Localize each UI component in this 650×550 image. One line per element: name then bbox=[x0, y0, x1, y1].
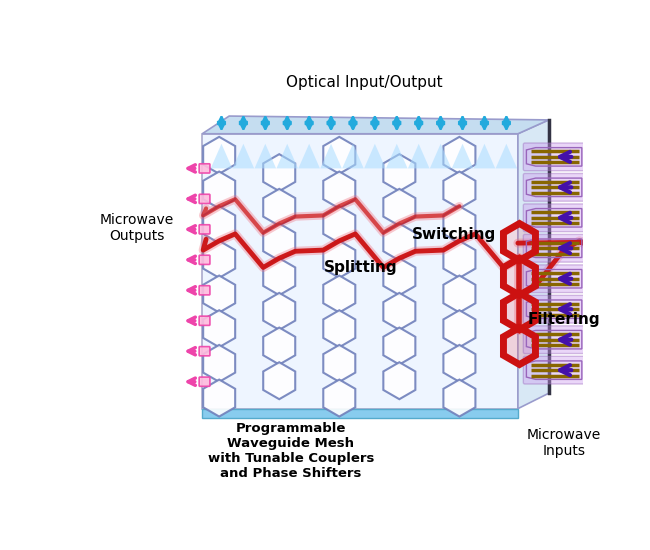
FancyBboxPatch shape bbox=[523, 265, 588, 293]
Polygon shape bbox=[443, 345, 475, 382]
Polygon shape bbox=[443, 276, 475, 312]
Polygon shape bbox=[504, 258, 536, 295]
Polygon shape bbox=[323, 310, 356, 347]
Polygon shape bbox=[443, 172, 475, 208]
Polygon shape bbox=[263, 258, 295, 295]
FancyBboxPatch shape bbox=[523, 204, 588, 232]
Polygon shape bbox=[386, 144, 408, 168]
FancyBboxPatch shape bbox=[523, 326, 588, 354]
Polygon shape bbox=[443, 137, 475, 174]
FancyBboxPatch shape bbox=[199, 346, 210, 356]
Polygon shape bbox=[384, 154, 415, 191]
Polygon shape bbox=[255, 144, 276, 168]
Polygon shape bbox=[203, 172, 235, 208]
FancyBboxPatch shape bbox=[523, 173, 588, 201]
Polygon shape bbox=[233, 144, 254, 168]
Polygon shape bbox=[430, 144, 451, 168]
Polygon shape bbox=[364, 144, 385, 168]
FancyBboxPatch shape bbox=[199, 194, 210, 204]
Polygon shape bbox=[443, 241, 475, 278]
Polygon shape bbox=[518, 120, 549, 409]
Polygon shape bbox=[384, 293, 415, 330]
Polygon shape bbox=[203, 137, 235, 174]
Polygon shape bbox=[202, 409, 518, 418]
FancyBboxPatch shape bbox=[523, 356, 588, 384]
Text: Filtering: Filtering bbox=[527, 311, 600, 327]
Polygon shape bbox=[384, 328, 415, 365]
Polygon shape bbox=[323, 172, 356, 208]
Text: Optical Input/Output: Optical Input/Output bbox=[285, 75, 442, 90]
FancyBboxPatch shape bbox=[523, 295, 588, 323]
Polygon shape bbox=[384, 223, 415, 261]
Polygon shape bbox=[323, 137, 356, 174]
Polygon shape bbox=[202, 116, 549, 134]
Text: Splitting: Splitting bbox=[324, 260, 398, 274]
Polygon shape bbox=[263, 154, 295, 191]
Polygon shape bbox=[323, 379, 356, 416]
FancyBboxPatch shape bbox=[199, 255, 210, 265]
Polygon shape bbox=[263, 293, 295, 330]
Polygon shape bbox=[203, 345, 235, 382]
Polygon shape bbox=[342, 144, 364, 168]
Text: Programmable
Waveguide Mesh
with Tunable Couplers
and Phase Shifters: Programmable Waveguide Mesh with Tunable… bbox=[207, 422, 374, 480]
FancyBboxPatch shape bbox=[199, 225, 210, 234]
Polygon shape bbox=[203, 241, 235, 278]
Polygon shape bbox=[443, 310, 475, 347]
FancyBboxPatch shape bbox=[523, 234, 588, 262]
Polygon shape bbox=[203, 379, 235, 416]
Text: Switching: Switching bbox=[412, 227, 497, 242]
Polygon shape bbox=[298, 144, 320, 168]
Polygon shape bbox=[211, 144, 232, 168]
Polygon shape bbox=[504, 328, 536, 365]
Polygon shape bbox=[443, 206, 475, 243]
FancyBboxPatch shape bbox=[523, 143, 588, 170]
Polygon shape bbox=[202, 134, 518, 409]
Polygon shape bbox=[384, 258, 415, 295]
Polygon shape bbox=[504, 223, 536, 261]
FancyBboxPatch shape bbox=[199, 316, 210, 326]
Polygon shape bbox=[323, 206, 356, 243]
FancyBboxPatch shape bbox=[199, 377, 210, 386]
Polygon shape bbox=[474, 144, 495, 168]
Polygon shape bbox=[263, 362, 295, 399]
Polygon shape bbox=[443, 379, 475, 416]
Polygon shape bbox=[384, 362, 415, 399]
Polygon shape bbox=[408, 144, 430, 168]
Text: Microwave
Inputs: Microwave Inputs bbox=[527, 428, 601, 458]
Polygon shape bbox=[323, 241, 356, 278]
Polygon shape bbox=[263, 189, 295, 226]
Polygon shape bbox=[203, 276, 235, 312]
Polygon shape bbox=[276, 144, 298, 168]
Text: Microwave
Outputs: Microwave Outputs bbox=[99, 213, 174, 243]
Polygon shape bbox=[323, 345, 356, 382]
Polygon shape bbox=[203, 206, 235, 243]
Polygon shape bbox=[452, 144, 473, 168]
Polygon shape bbox=[384, 189, 415, 226]
FancyBboxPatch shape bbox=[199, 285, 210, 295]
Polygon shape bbox=[320, 144, 342, 168]
Polygon shape bbox=[203, 310, 235, 347]
Polygon shape bbox=[495, 144, 517, 168]
Polygon shape bbox=[263, 328, 295, 365]
Polygon shape bbox=[504, 293, 536, 330]
Polygon shape bbox=[323, 276, 356, 312]
FancyBboxPatch shape bbox=[199, 164, 210, 173]
Polygon shape bbox=[263, 223, 295, 261]
